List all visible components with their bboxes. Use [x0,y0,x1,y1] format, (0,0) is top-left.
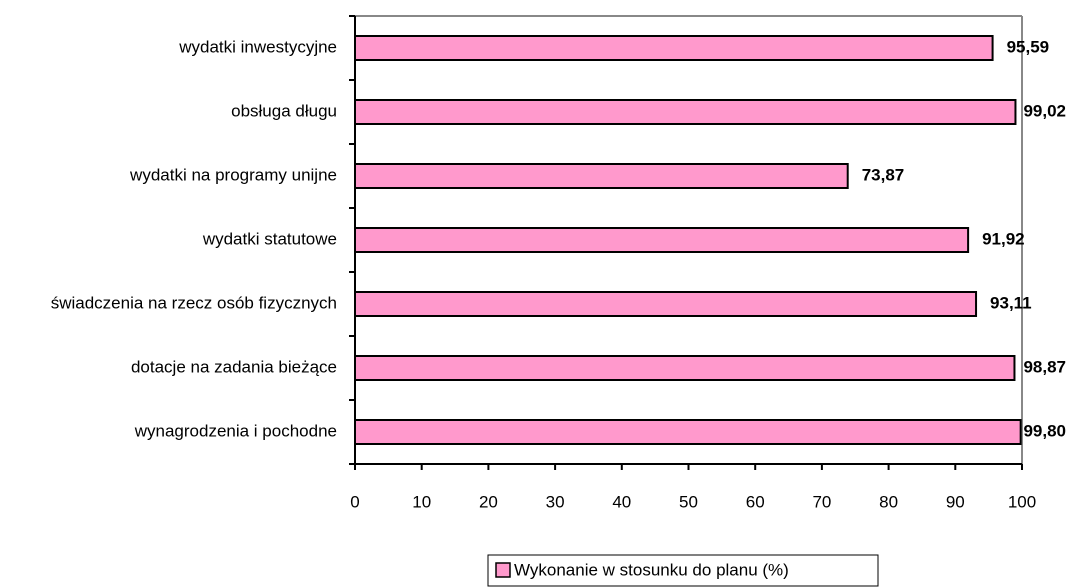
x-tick-label: 70 [812,492,831,511]
bar [354,291,978,317]
data-label: 99,02 [1023,101,1066,120]
y-tick-label: wydatki na programy unijne [129,165,337,184]
bar [354,163,849,189]
y-tick-label: dotacje na zadania bieżące [131,357,337,376]
data-label: 95,59 [1007,37,1050,56]
bar [354,419,1022,445]
data-label: 73,87 [862,165,905,184]
y-tick-label: obsługa długu [231,101,337,120]
x-tick-label: 90 [946,492,965,511]
legend-swatch [495,562,511,578]
y-tick-label: świadczenia na rzecz osób fizycznych [51,293,337,312]
bar [354,99,1017,125]
data-label: 91,92 [982,229,1025,248]
y-tick-label: wydatki statutowe [202,229,337,248]
legend-box [487,554,879,587]
x-tick-label: 0 [350,492,359,511]
data-label: 98,87 [1023,357,1066,376]
data-label: 93,11 [990,293,1032,312]
y-tick-label: wydatki inwestycyjne [178,37,337,56]
x-tick-label: 40 [612,492,631,511]
bar [354,355,1016,381]
x-tick-label: 60 [746,492,765,511]
data-label: 99,80 [1023,421,1066,440]
bar [354,227,970,253]
x-tick-label: 10 [412,492,431,511]
bar [354,35,994,61]
x-tick-label: 100 [1008,492,1036,511]
x-tick-label: 80 [879,492,898,511]
x-tick-label: 30 [546,492,565,511]
x-tick-label: 20 [479,492,498,511]
y-tick-label: wynagrodzenia i pochodne [134,421,337,440]
legend: Wykonanie w stosunku do planu (%) [487,554,879,587]
legend-label: Wykonanie w stosunku do planu (%) [514,560,789,579]
x-tick-label: 50 [679,492,698,511]
